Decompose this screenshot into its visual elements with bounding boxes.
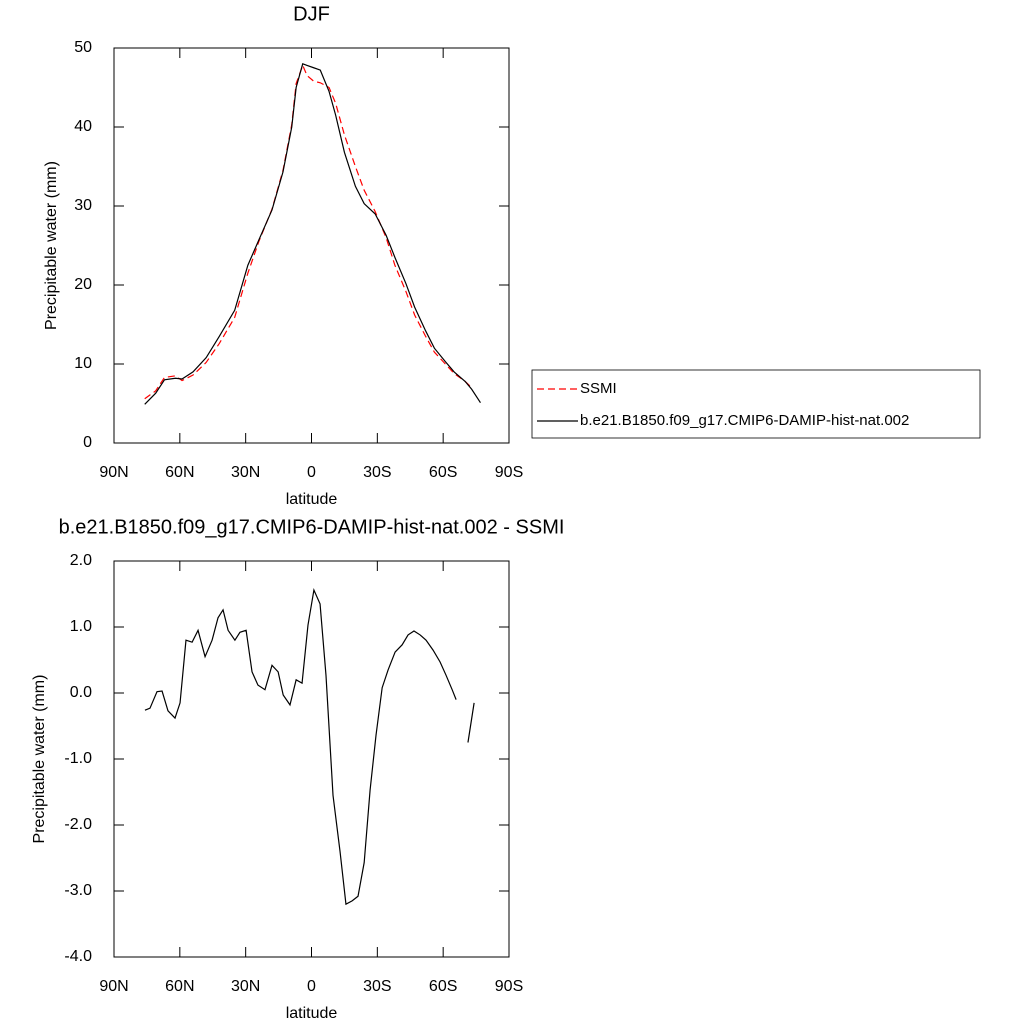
chart-title: b.e21.B1850.f09_g17.CMIP6-DAMIP-hist-nat… xyxy=(59,516,565,538)
y-tick-label: -4.0 xyxy=(64,948,92,965)
y-tick-label: 40 xyxy=(74,118,92,135)
x-tick-label: 60S xyxy=(429,978,457,995)
x-tick-label: 60N xyxy=(165,464,194,481)
y-tick-label: -3.0 xyxy=(64,882,92,899)
plot-frame xyxy=(113,560,510,958)
plot-frame xyxy=(113,47,510,444)
y-tick-label: 0 xyxy=(83,434,92,451)
x-tick-label: 0 xyxy=(307,464,316,481)
legend-label: SSMI xyxy=(580,380,617,397)
x-tick-label: 30S xyxy=(363,978,391,995)
x-axis-label: latitude xyxy=(286,491,338,508)
x-tick-label: 30S xyxy=(363,464,391,481)
x-tick-label: 30N xyxy=(231,464,260,481)
y-tick-label: 50 xyxy=(74,39,92,56)
x-tick-label: 30N xyxy=(231,978,260,995)
y-tick-label: 30 xyxy=(74,197,92,214)
data-line xyxy=(144,63,481,405)
y-tick-label: -2.0 xyxy=(64,816,92,833)
data-line xyxy=(144,63,473,400)
x-tick-label: 90N xyxy=(99,978,128,995)
data-line xyxy=(144,587,475,906)
y-tick-label: 1.0 xyxy=(70,618,92,635)
x-tick-label: 60N xyxy=(165,978,194,995)
x-tick-label: 90S xyxy=(495,464,523,481)
x-tick-label: 60S xyxy=(429,464,457,481)
y-tick-label: 2.0 xyxy=(70,552,92,569)
chart-title: DJF xyxy=(293,3,330,25)
y-axis-label: Precipitable water (mm) xyxy=(43,161,60,330)
x-tick-label: 90N xyxy=(99,464,128,481)
y-tick-label: 0.0 xyxy=(70,684,92,701)
x-tick-label: 90S xyxy=(495,978,523,995)
y-tick-label: 10 xyxy=(74,355,92,372)
x-tick-label: 0 xyxy=(307,978,316,995)
y-tick-label: -1.0 xyxy=(64,750,92,767)
x-axis-label: latitude xyxy=(286,1005,338,1022)
y-tick-label: 20 xyxy=(74,276,92,293)
legend-box xyxy=(531,369,981,439)
legend-label: b.e21.B1850.f09_g17.CMIP6-DAMIP-hist-nat… xyxy=(580,412,909,429)
y-axis-label: Precipitable water (mm) xyxy=(31,675,48,844)
